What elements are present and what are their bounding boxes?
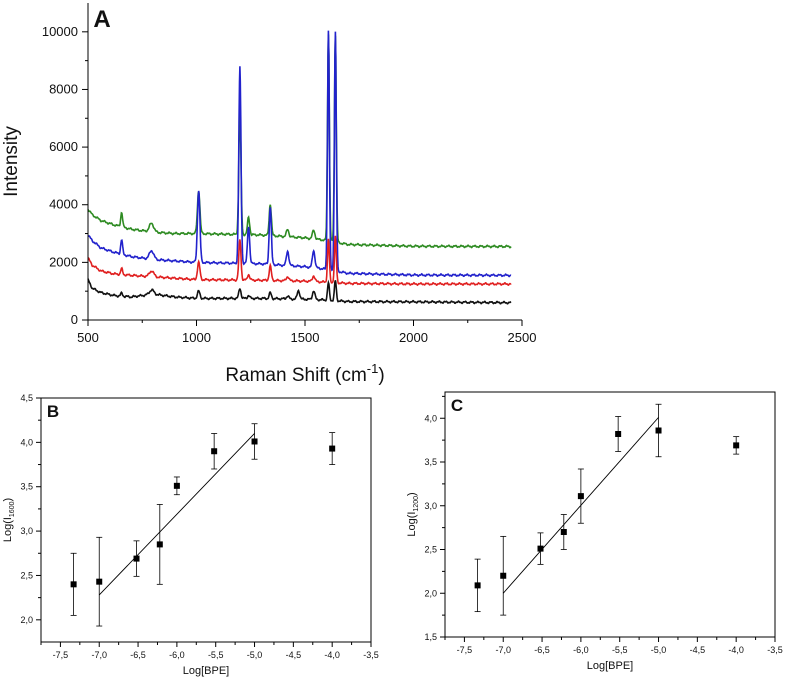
panel-c [440, 391, 776, 642]
x-axis-label-sup: -1 [367, 361, 379, 376]
x-tick-label-c: -4,5 [690, 645, 706, 655]
x-tick-label-c: -5,0 [651, 645, 667, 655]
data-point-c [500, 572, 507, 579]
x-tick-label-b: -3,5 [363, 650, 379, 660]
y-axis-label-main: Log(I [406, 512, 418, 537]
y-tick-label-c: 1,5 [424, 632, 437, 642]
x-tick-label-a: 500 [77, 330, 99, 345]
y-tick-label-a: 8000 [49, 81, 78, 96]
x-tick-label-c: -5,5 [612, 645, 628, 655]
panel-label-c: C [451, 396, 463, 415]
x-tick-label-b: -4,0 [324, 650, 340, 660]
x-tick-label-a: 2500 [508, 330, 537, 345]
x-tick-label-c: -3,5 [767, 645, 783, 655]
x-tick-label-c: -7,0 [495, 645, 511, 655]
spectrum-line-black [87, 278, 512, 305]
y-axis-label-main: Log(I [2, 517, 14, 542]
y-tick-label-a: 0 [71, 312, 78, 327]
panel-label-b: B [47, 402, 59, 421]
x-tick-label-c: -6,5 [534, 645, 550, 655]
x-tick-label-b: -7,5 [53, 650, 69, 660]
x-tick-label-b: -7,0 [91, 650, 107, 660]
y-tick-label-b: 4,0 [20, 437, 33, 447]
data-point-c [577, 493, 584, 500]
x-axis-label-text: Raman Shift (cm [225, 365, 366, 386]
y-tick-label-c: 4,0 [424, 413, 437, 423]
spectrum-line-blue [87, 30, 512, 278]
y-tick-label-b: 2,5 [20, 570, 33, 580]
y-tick-label-b: 4,5 [20, 393, 33, 403]
y-tick-label-b: 3,0 [20, 526, 33, 536]
x-tick-label-c: -7,5 [457, 645, 473, 655]
data-point-b [70, 581, 77, 588]
x-axis-label-b: Log[BPE] [183, 665, 229, 677]
y-axis-label-close: ) [406, 492, 418, 496]
x-tick-label-a: 1000 [182, 330, 211, 345]
x-axis-label-c: Log[BPE] [587, 660, 633, 672]
data-point-c [615, 431, 622, 437]
x-tick-label-c: -6,0 [573, 645, 589, 655]
y-tick-label-a: 2000 [49, 254, 78, 269]
data-point-b [133, 555, 140, 562]
y-axis-label-sub: 1200 [413, 496, 420, 512]
data-point-b [251, 438, 258, 445]
data-point-c [474, 582, 481, 589]
panel-a [82, 3, 523, 326]
panel-label-a: A [93, 6, 110, 33]
y-axis-label-c: Log(I1200) [406, 492, 420, 536]
data-point-b [96, 578, 103, 585]
panel-b [36, 397, 372, 647]
y-tick-label-c: 2,5 [424, 545, 437, 555]
y-tick-label-a: 6000 [49, 139, 78, 154]
plot-frame-c [444, 391, 776, 638]
y-tick-label-c: 3,0 [424, 501, 437, 511]
data-point-b [156, 541, 163, 548]
y-tick-label-c: 3,5 [424, 457, 437, 467]
fit-line-b [98, 433, 255, 596]
data-point-c [537, 545, 544, 552]
data-point-b [329, 445, 336, 452]
x-tick-label-b: -6,0 [169, 650, 185, 660]
data-point-b [173, 482, 180, 489]
data-point-c [655, 427, 662, 434]
y-tick-label-b: 2,0 [20, 615, 33, 625]
y-tick-label-a: 4000 [49, 197, 78, 212]
y-axis-label-sub: 1600 [9, 501, 16, 517]
x-axis-label-a: Raman Shift (cm-1) [225, 361, 384, 386]
y-tick-label-a: 10000 [42, 24, 78, 39]
spectrum-line-green [87, 34, 512, 249]
x-tick-label-b: -4,5 [286, 650, 302, 660]
x-tick-label-a: 1500 [291, 330, 320, 345]
y-axis-label-b: Log(I1600) [2, 498, 16, 542]
y-tick-label-b: 3,5 [20, 482, 33, 492]
x-tick-label-a: 2000 [399, 330, 428, 345]
data-point-c [733, 442, 740, 449]
y-tick-label-c: 2,0 [424, 588, 437, 598]
y-axis-label-close: ) [2, 498, 14, 502]
x-tick-label-b: -6,5 [130, 650, 146, 660]
x-tick-label-b: -5,5 [208, 650, 224, 660]
x-tick-label-c: -4,0 [728, 645, 744, 655]
plot-frame-b [40, 397, 372, 643]
spectrum-line-red [87, 235, 512, 287]
y-axis-label-a: Intensity [1, 126, 22, 197]
x-tick-label-b: -5,0 [247, 650, 263, 660]
x-axis-label-close: ) [378, 365, 384, 386]
data-point-c [560, 529, 567, 535]
data-point-b [211, 448, 218, 455]
